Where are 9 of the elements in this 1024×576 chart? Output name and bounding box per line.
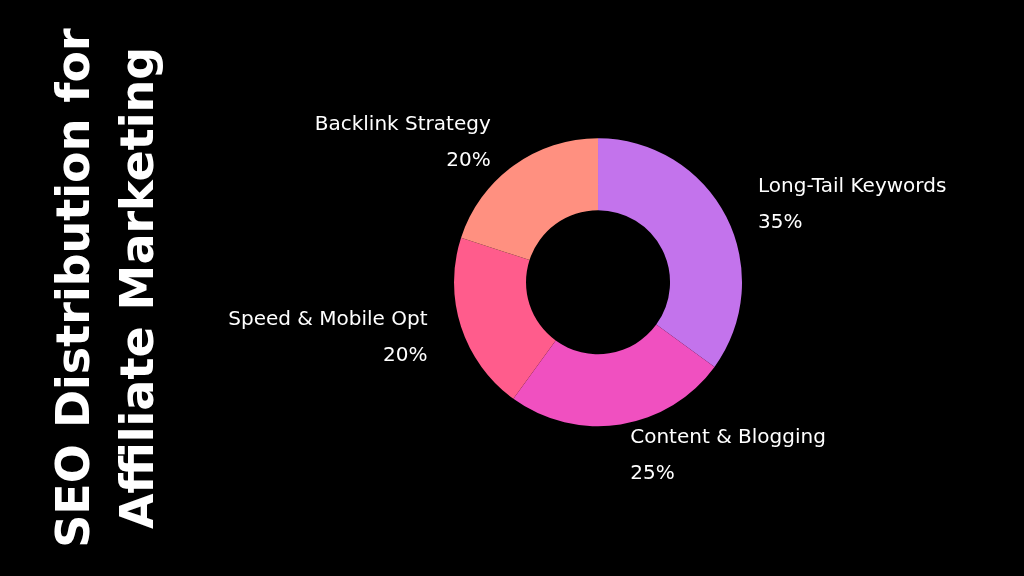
slice-label: Backlink Strategy: [314, 111, 491, 136]
data-label: 25%: [630, 460, 675, 485]
text: SEO Distribution for Affiliate Marketing: [46, 27, 164, 548]
slice-label: Speed & Mobile Opt: [228, 306, 428, 331]
data-label: 20%: [383, 342, 428, 367]
slice-label: Content & Blogging: [630, 424, 826, 449]
data-label: 20%: [446, 147, 491, 172]
data-label: 35%: [758, 209, 803, 234]
slice-label: Long-Tail Keywords: [758, 173, 947, 198]
